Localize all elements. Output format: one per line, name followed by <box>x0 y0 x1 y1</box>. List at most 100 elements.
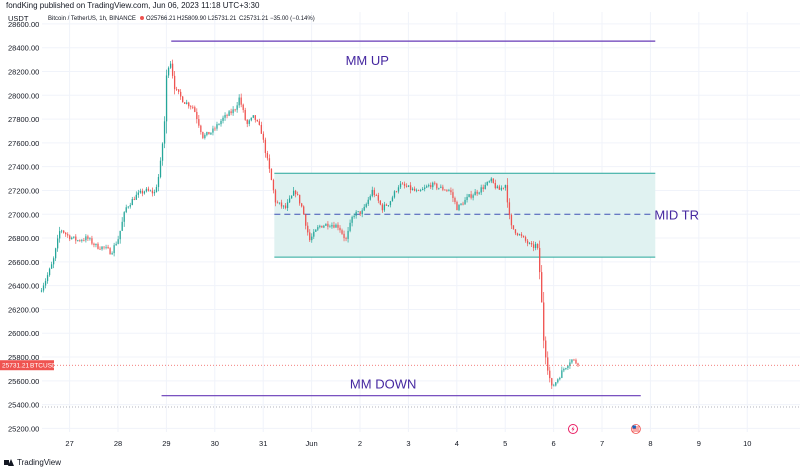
candle-up <box>478 192 480 194</box>
candle-down <box>506 185 509 203</box>
candle-down <box>202 132 204 138</box>
candle-down <box>256 119 258 122</box>
candle-up <box>56 238 59 249</box>
x-tick-label: 5 <box>503 439 507 448</box>
symbol-legend[interactable]: Bitcoin / TetherUS, 1h, BINANCE O25766.2… <box>48 16 315 22</box>
candle-up <box>292 190 295 196</box>
currency-label: USDT <box>8 14 29 23</box>
candle-up <box>315 229 317 232</box>
candle-up <box>317 227 319 230</box>
candle-up <box>248 120 250 124</box>
x-tick-label: 27 <box>65 439 73 448</box>
candle-up <box>311 236 313 241</box>
x-axis: 27 28 29 30 31 Jun 2 3 4 5 6 7 8 9 10 <box>65 439 751 448</box>
candle-up <box>534 243 537 248</box>
candle-up <box>567 365 569 369</box>
candle-down <box>462 203 464 205</box>
candle-down <box>385 204 388 206</box>
candle-down <box>510 215 513 226</box>
candle-up <box>71 237 73 240</box>
candle-down <box>409 185 412 190</box>
mm-up-label: MM UP <box>346 53 389 68</box>
y-tick-label: 26600.00 <box>8 258 39 267</box>
y-tick-label: 26200.00 <box>8 305 39 314</box>
candle-down <box>87 236 89 239</box>
candle-down <box>280 202 283 207</box>
candle-down <box>551 378 553 386</box>
candle-up <box>490 178 492 182</box>
candle-up <box>480 187 482 193</box>
candle-down <box>345 238 347 239</box>
candle-down <box>454 198 456 202</box>
candle-up <box>458 204 460 211</box>
candle-up <box>232 109 234 114</box>
candle-down <box>526 240 529 244</box>
y-tick-label: 28200.00 <box>8 67 39 76</box>
candle-up <box>367 199 369 205</box>
candle-down <box>442 186 444 190</box>
ohlc-low: L25731.21 <box>208 16 237 22</box>
candle-up <box>319 225 321 228</box>
candle-down <box>97 243 99 249</box>
candle-down <box>151 190 154 194</box>
candle-down <box>401 183 404 185</box>
candle-down <box>301 203 303 207</box>
candle-down <box>430 185 432 188</box>
candle-up <box>500 187 503 190</box>
x-tick-label: 9 <box>697 439 701 448</box>
lightning-icon[interactable] <box>567 424 578 434</box>
candle-up <box>387 205 390 206</box>
us-flag-icon[interactable] <box>631 424 641 434</box>
candle-down <box>230 111 232 114</box>
candle-up <box>393 191 396 198</box>
candle-down <box>214 128 216 130</box>
candle-up <box>101 246 103 250</box>
candle-down <box>175 89 178 90</box>
candle-up <box>113 245 115 254</box>
candle-up <box>135 194 137 200</box>
candle-up <box>563 369 565 371</box>
candle-down <box>99 248 101 250</box>
candle-up <box>218 124 220 125</box>
candle-up <box>325 223 327 226</box>
candle-up <box>89 238 91 240</box>
candle-down <box>107 246 109 249</box>
candle-down <box>103 246 105 248</box>
candle-up <box>204 135 206 138</box>
candle-up <box>428 185 430 187</box>
trading-range-box[interactable] <box>274 173 656 258</box>
candle-up <box>282 205 285 207</box>
tradingview-logo[interactable]: TradingView <box>4 456 61 468</box>
y-tick-label: 26000.00 <box>8 329 39 338</box>
candle-down <box>141 190 144 194</box>
candle-up <box>167 67 170 76</box>
y-tick-label: 27400.00 <box>8 163 39 172</box>
candle-down <box>498 186 500 190</box>
candle-down <box>296 194 299 195</box>
candle-up <box>252 115 254 118</box>
candle-down <box>373 189 375 196</box>
candle-down <box>470 194 472 198</box>
x-tick-label: 10 <box>743 439 751 448</box>
candle-down <box>79 240 81 242</box>
candle-up <box>553 385 555 387</box>
candle-down <box>198 119 200 126</box>
candle-down <box>395 191 398 193</box>
candle-down <box>413 188 416 191</box>
x-tick-label: Jun <box>306 439 318 448</box>
x-tick-label: 30 <box>211 439 219 448</box>
candle-up <box>44 281 47 286</box>
candle-up <box>464 199 466 205</box>
candle-down <box>405 185 408 187</box>
candle-up <box>426 186 428 188</box>
candle-down <box>403 183 406 186</box>
candle-down <box>83 240 85 242</box>
candle-up <box>165 75 168 122</box>
last-price-value: 25731.21 <box>2 363 29 370</box>
x-tick-label: 4 <box>455 439 459 448</box>
candle-up <box>169 63 172 68</box>
candle-up <box>496 186 498 189</box>
candle-up <box>42 285 45 291</box>
candle-up <box>472 195 474 198</box>
